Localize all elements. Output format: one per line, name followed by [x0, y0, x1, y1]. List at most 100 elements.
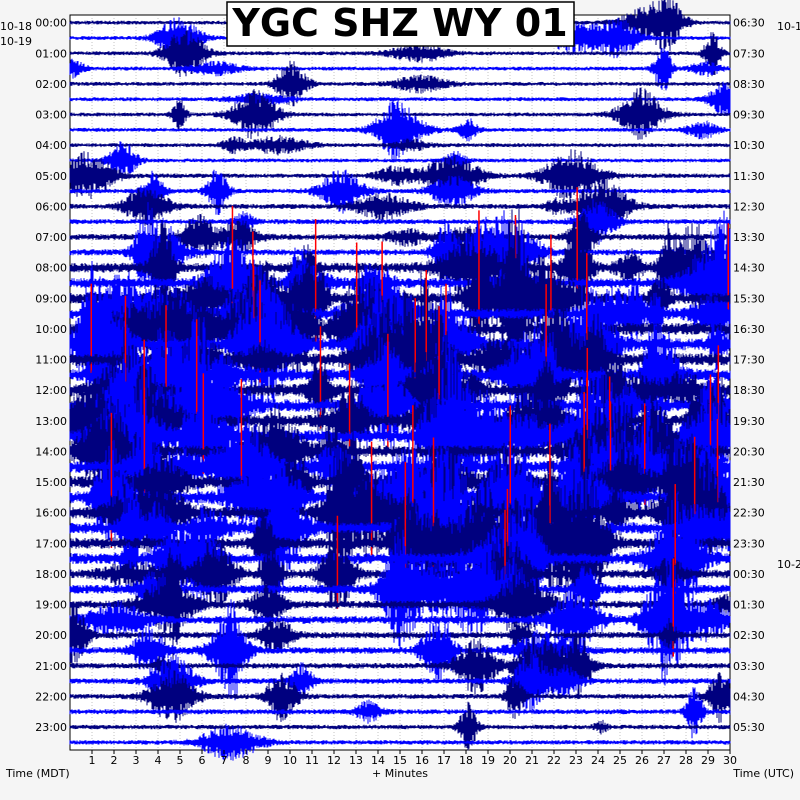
right-hour-label: 07:30 [733, 47, 765, 60]
x-tick-label: 21 [525, 754, 539, 767]
seismogram-traces [69, 0, 731, 761]
chart-title: YGC SHZ WY 01 [231, 1, 567, 45]
seismogram-trace-row [69, 669, 731, 723]
left-time-labels: 00:00 01:00 02:00 03:00 04:00 05:00 06:00 07:00… [35, 17, 67, 734]
left-hour-label: 11:00 [35, 354, 67, 367]
x-tick-label: 26 [635, 754, 649, 767]
right-hour-label: 11:30 [733, 170, 765, 183]
right-hour-label: 14:30 [733, 262, 765, 275]
x-tick-label: 10 [283, 754, 297, 767]
left-date-label-1: 10-18 [0, 20, 32, 33]
left-hour-label: 07:00 [35, 231, 67, 244]
x-tick-label: 28 [679, 754, 693, 767]
x-axis-ticks: 1 2 3 4 5 6 7 8 9 10 11 12 13 14 15 16 17 18 19 20 21 22 23 24 2… [89, 750, 737, 767]
seismogram-trace-row [69, 687, 731, 739]
right-time-labels: 06:30 07:30 08:30 09:30 10:30 11:30 12:30 13:30… [733, 17, 765, 734]
left-hour-label: 00:00 [35, 17, 67, 30]
x-tick-label: 27 [657, 754, 671, 767]
x-tick-label: 1 [89, 754, 96, 767]
seismogram-trace-row [69, 652, 731, 712]
left-hour-label: 18:00 [35, 568, 67, 581]
seismogram-trace-row [69, 99, 731, 162]
x-tick-label: 15 [393, 754, 407, 767]
right-hour-label: 13:30 [733, 231, 765, 244]
seismogram-trace-row [69, 30, 731, 77]
right-hour-label: 09:30 [733, 109, 765, 122]
x-tick-label: 16 [415, 754, 429, 767]
x-tick-label: 30 [723, 754, 737, 767]
right-hour-label: 19:30 [733, 415, 765, 428]
left-hour-label: 12:00 [35, 384, 67, 397]
left-date-label-2: 10-19 [0, 35, 32, 48]
x-tick-label: 23 [569, 754, 583, 767]
right-hour-label: 15:30 [733, 292, 765, 305]
seismogram-trace-row [69, 632, 731, 700]
right-hour-label: 08:30 [733, 78, 765, 91]
seismogram-trace-row [69, 61, 731, 107]
right-hour-label: 16:30 [733, 323, 765, 336]
left-hour-label: 10:00 [35, 323, 67, 336]
x-tick-label: 13 [349, 754, 363, 767]
seismogram-trace-row [69, 701, 731, 751]
right-hour-label: 00:30 [733, 568, 765, 581]
seismogram-trace-row [69, 87, 731, 140]
right-hour-label: 10:30 [733, 139, 765, 152]
left-hour-label: 14:00 [35, 445, 67, 458]
x-tick-label: 9 [265, 754, 272, 767]
x-tick-label: 29 [701, 754, 715, 767]
x-tick-label: 14 [371, 754, 385, 767]
right-hour-label: 21:30 [733, 476, 765, 489]
x-tick-label: 25 [613, 754, 627, 767]
left-hour-label: 22:00 [35, 690, 67, 703]
x-tick-label: 8 [243, 754, 250, 767]
left-hour-label: 19:00 [35, 599, 67, 612]
right-hour-label: 04:30 [733, 690, 765, 703]
seismogram-trace-row [69, 723, 731, 761]
x-tick-label: 19 [481, 754, 495, 767]
left-hour-label: 21:00 [35, 660, 67, 673]
left-hour-label: 06:00 [35, 200, 67, 213]
x-tick-label: 22 [547, 754, 561, 767]
x-tick-label: 20 [503, 754, 517, 767]
seismogram-trace-row [69, 81, 731, 116]
left-hour-label: 03:00 [35, 109, 67, 122]
right-hour-label: 23:30 [733, 537, 765, 550]
seismogram-trace-row [69, 177, 731, 235]
x-tick-label: 6 [199, 754, 206, 767]
left-hour-label: 23:00 [35, 721, 67, 734]
right-hour-label: 05:30 [733, 721, 765, 734]
x-tick-label: 17 [437, 754, 451, 767]
seismogram-trace-row [69, 141, 731, 178]
x-tick-label: 18 [459, 754, 473, 767]
left-hour-label: 08:00 [35, 262, 67, 275]
right-hour-label: 22:30 [733, 507, 765, 520]
left-hour-label: 20:00 [35, 629, 67, 642]
left-hour-label: 05:00 [35, 170, 67, 183]
left-axis-label: Time (MDT) [5, 767, 70, 780]
x-tick-label: 5 [177, 754, 184, 767]
right-axis-label: Time (UTC) [732, 767, 794, 780]
left-hour-label: 16:00 [35, 507, 67, 520]
x-tick-label: 24 [591, 754, 605, 767]
x-tick-label: 2 [111, 754, 118, 767]
right-hour-label: 06:30 [733, 17, 765, 30]
right-hour-label: 02:30 [733, 629, 765, 642]
x-tick-label: 3 [133, 754, 140, 767]
left-hour-label: 04:00 [35, 139, 67, 152]
x-tick-label: 7 [221, 754, 228, 767]
seismogram-trace-row [69, 134, 731, 156]
right-hour-label: 03:30 [733, 660, 765, 673]
left-hour-label: 01:00 [35, 47, 67, 60]
left-hour-label: 13:00 [35, 415, 67, 428]
x-tick-label: 12 [327, 754, 341, 767]
title-box [226, 1, 575, 47]
right-hour-label: 01:30 [733, 599, 765, 612]
right-date-label-1: 10-1 [777, 20, 800, 33]
left-hour-label: 09:00 [35, 292, 67, 305]
x-tick-label: 11 [305, 754, 319, 767]
right-hour-label: 12:30 [733, 200, 765, 213]
x-tick-label: 4 [155, 754, 162, 767]
right-hour-label: 20:30 [733, 445, 765, 458]
left-hour-label: 15:00 [35, 476, 67, 489]
